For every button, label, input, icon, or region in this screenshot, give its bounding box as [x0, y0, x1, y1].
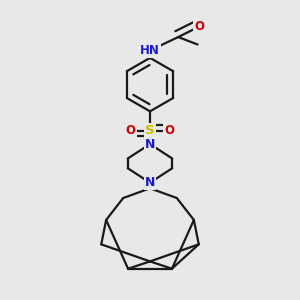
- Text: O: O: [126, 124, 136, 137]
- Text: HN: HN: [140, 44, 160, 57]
- Text: O: O: [164, 124, 174, 137]
- Text: N: N: [145, 176, 155, 189]
- Text: O: O: [194, 20, 204, 33]
- Text: S: S: [145, 124, 155, 137]
- Text: N: N: [145, 138, 155, 151]
